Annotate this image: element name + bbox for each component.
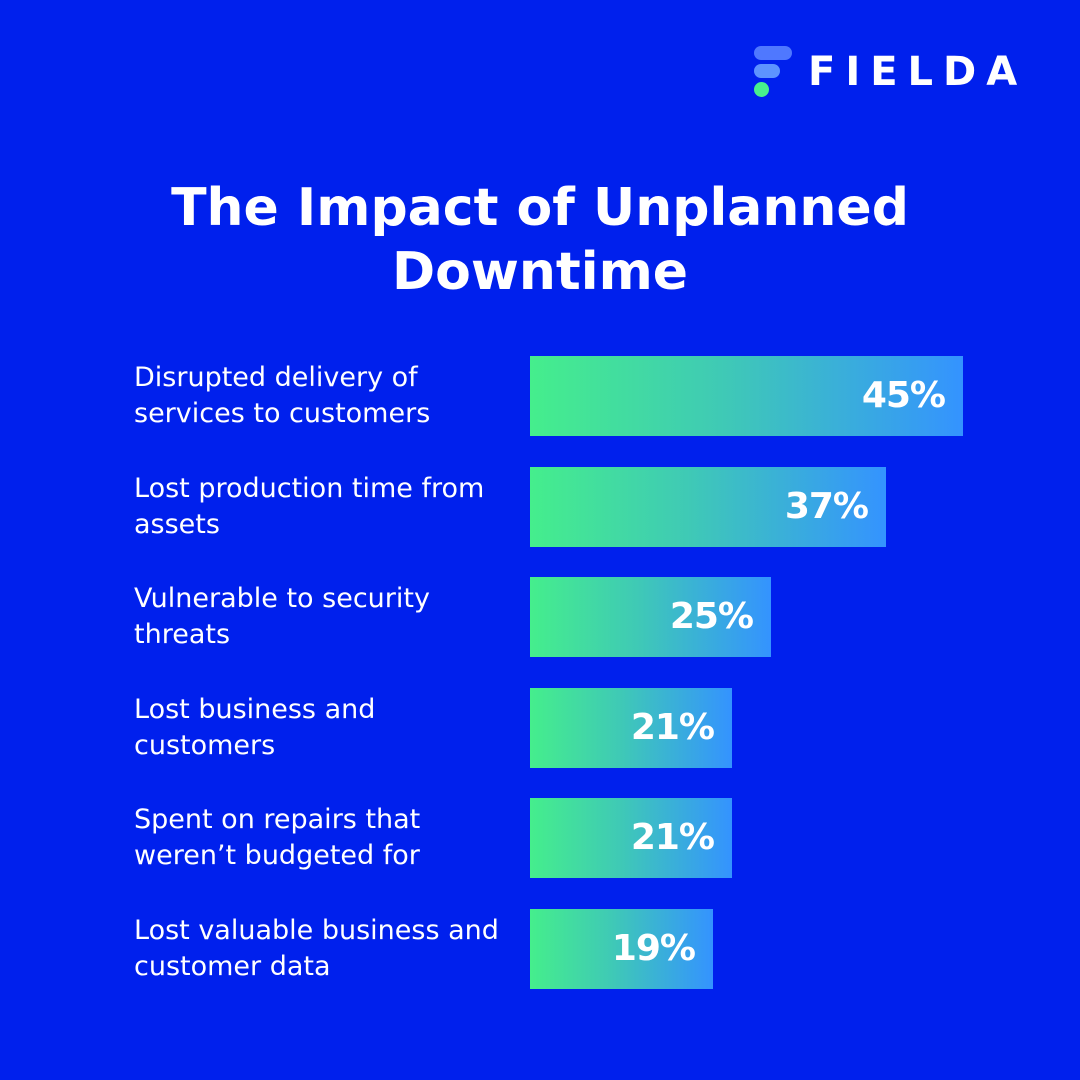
bar-value-label: 19% [611, 927, 696, 969]
category-label: Spent on repairs that weren’t budgeted f… [134, 804, 421, 871]
bar: 25% [530, 577, 771, 657]
bar: 21% [530, 798, 732, 878]
bar-value-label: 45% [861, 375, 946, 416]
bar-value-label: 21% [630, 817, 715, 858]
category-label: Disrupted delivery of services to custom… [134, 362, 431, 429]
bar-value-label: 25% [669, 596, 754, 637]
category-label: Vulnerable to security threats [134, 583, 430, 650]
bar: 45% [530, 356, 963, 436]
bar: 19% [530, 908, 713, 989]
fielda-logo-icon [752, 44, 792, 100]
brand-logo: FIELDA [752, 44, 1027, 100]
brand-name: FIELDA [808, 49, 1028, 95]
chart-title: The Impact of Unplanned Downtime [171, 178, 909, 302]
bar-value-label: 21% [630, 706, 715, 748]
bar: 37% [530, 466, 886, 547]
bar-value-label: 37% [784, 485, 869, 527]
bar: 21% [530, 687, 732, 768]
category-label: Lost business and customers [134, 693, 376, 761]
category-label: Lost production time from assets [134, 472, 485, 540]
category-label: Lost valuable business and customer data [134, 914, 499, 982]
